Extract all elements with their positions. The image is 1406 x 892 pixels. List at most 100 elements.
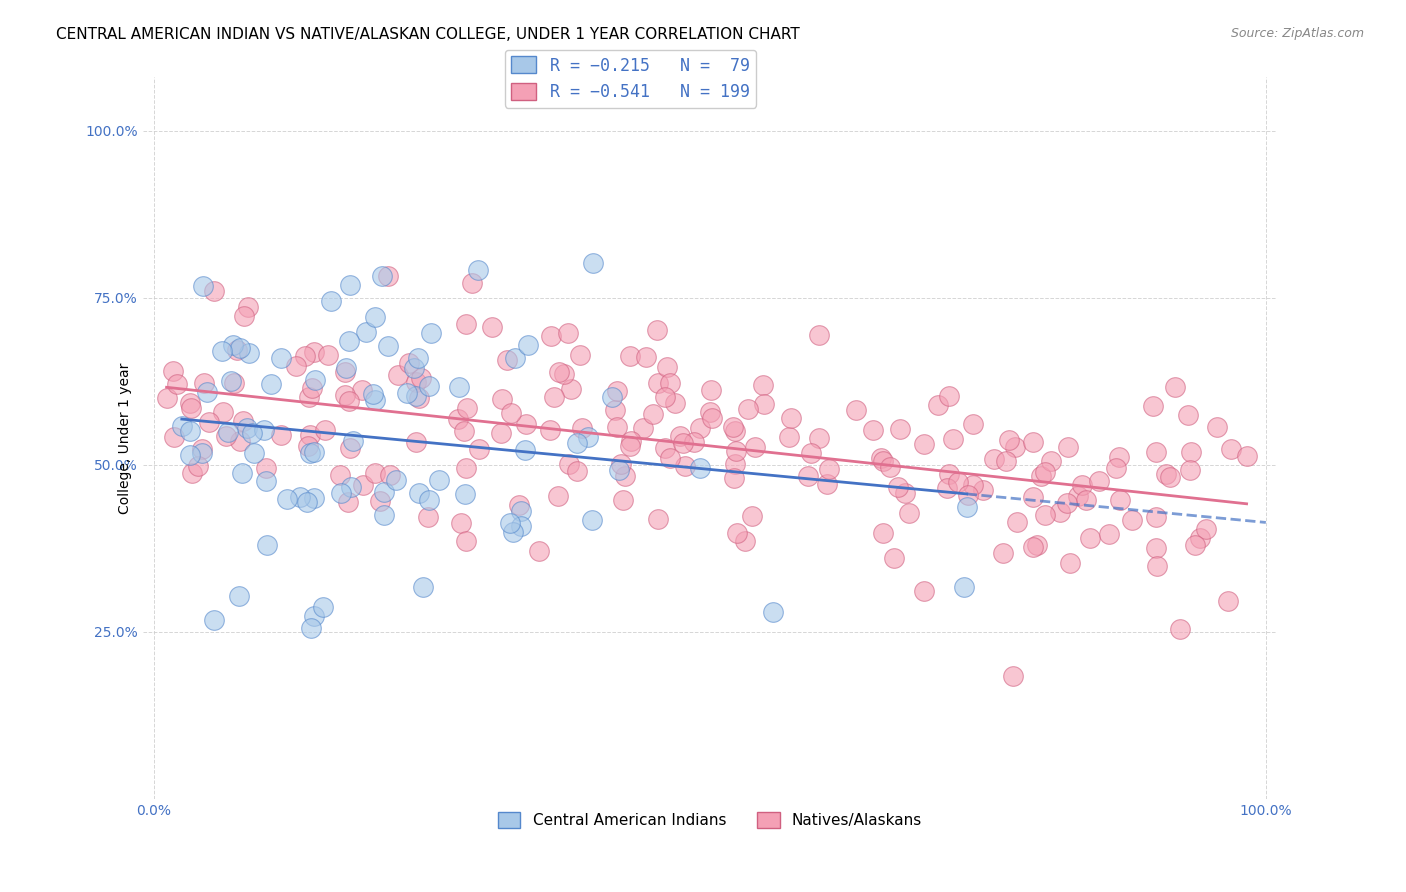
Text: CENTRAL AMERICAN INDIAN VS NATIVE/ALASKAN COLLEGE, UNDER 1 YEAR CORRELATION CHAR: CENTRAL AMERICAN INDIAN VS NATIVE/ALASKA… xyxy=(56,27,800,42)
Point xyxy=(166,376,188,391)
Point xyxy=(543,390,565,404)
Point xyxy=(170,419,193,434)
Point xyxy=(1067,489,1090,503)
Point xyxy=(1184,538,1206,552)
Point xyxy=(1146,559,1168,574)
Point xyxy=(212,405,235,419)
Point xyxy=(377,339,399,353)
Point xyxy=(540,329,562,343)
Point xyxy=(658,451,681,466)
Point xyxy=(254,461,277,475)
Point xyxy=(330,486,353,500)
Point xyxy=(870,450,893,465)
Point xyxy=(991,546,1014,560)
Point xyxy=(180,401,202,415)
Point xyxy=(808,431,831,445)
Point xyxy=(672,436,695,450)
Point xyxy=(408,485,430,500)
Point xyxy=(461,276,484,290)
Point xyxy=(214,429,236,443)
Point xyxy=(503,351,526,365)
Point xyxy=(1154,467,1177,481)
Point xyxy=(316,348,339,362)
Point xyxy=(889,422,911,436)
Point xyxy=(299,428,322,442)
Point xyxy=(222,338,245,352)
Point xyxy=(571,421,593,435)
Point xyxy=(689,421,711,435)
Point xyxy=(614,469,637,483)
Point xyxy=(807,328,830,343)
Point xyxy=(658,376,681,391)
Point xyxy=(619,349,641,363)
Point xyxy=(938,389,960,403)
Point xyxy=(181,466,204,480)
Point xyxy=(643,408,665,422)
Point xyxy=(297,440,319,454)
Point xyxy=(948,475,970,490)
Point xyxy=(994,454,1017,468)
Point xyxy=(179,448,201,462)
Point xyxy=(569,348,592,362)
Point xyxy=(270,351,292,365)
Point xyxy=(1056,440,1078,454)
Point xyxy=(285,359,308,374)
Point xyxy=(378,468,401,483)
Point xyxy=(725,525,748,540)
Point xyxy=(179,424,201,438)
Point xyxy=(370,269,392,284)
Point xyxy=(510,519,533,533)
Point xyxy=(744,441,766,455)
Point xyxy=(449,380,471,394)
Point xyxy=(938,467,960,482)
Legend: Central American Indians, Natives/Alaskans: Central American Indians, Natives/Alaska… xyxy=(492,806,928,835)
Point xyxy=(404,361,426,376)
Point xyxy=(1205,420,1227,434)
Point xyxy=(195,384,218,399)
Point xyxy=(581,513,603,527)
Point xyxy=(1022,435,1045,450)
Point xyxy=(350,383,373,397)
Point xyxy=(304,608,326,623)
Point xyxy=(1007,516,1029,530)
Point xyxy=(724,457,747,471)
Point xyxy=(800,445,823,459)
Point xyxy=(1168,622,1191,636)
Point xyxy=(700,411,723,425)
Point xyxy=(411,371,433,385)
Point xyxy=(412,580,434,594)
Point xyxy=(927,398,949,412)
Point xyxy=(364,392,387,407)
Point xyxy=(420,326,443,340)
Point xyxy=(225,343,247,357)
Point xyxy=(238,346,260,360)
Point xyxy=(699,404,721,418)
Point xyxy=(1178,463,1201,477)
Point xyxy=(510,504,533,518)
Point xyxy=(607,462,630,476)
Point xyxy=(229,341,252,355)
Point xyxy=(243,446,266,460)
Point xyxy=(335,361,357,376)
Point xyxy=(418,510,440,524)
Point xyxy=(219,374,242,388)
Point xyxy=(405,389,427,403)
Point xyxy=(354,325,377,339)
Point xyxy=(1026,538,1049,552)
Point xyxy=(603,403,626,417)
Point xyxy=(339,278,361,293)
Point xyxy=(1105,460,1128,475)
Point xyxy=(162,364,184,378)
Point xyxy=(211,343,233,358)
Point xyxy=(299,621,322,635)
Point xyxy=(337,394,360,409)
Point xyxy=(567,464,589,478)
Point xyxy=(538,423,561,437)
Point xyxy=(517,338,540,352)
Point xyxy=(1159,470,1181,484)
Point xyxy=(952,580,974,594)
Point xyxy=(1078,531,1101,545)
Point xyxy=(1219,442,1241,456)
Point xyxy=(454,317,477,331)
Point xyxy=(1121,513,1143,527)
